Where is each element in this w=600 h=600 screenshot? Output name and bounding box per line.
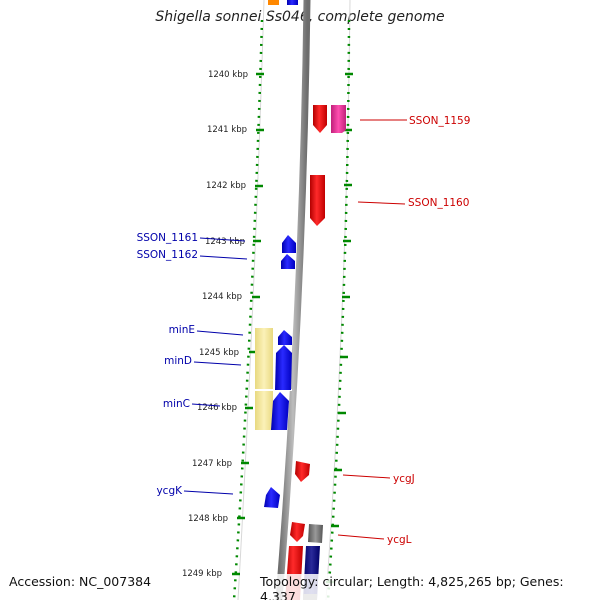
gene-ycgk-arrow: [264, 487, 280, 508]
min-locus-highlight: [255, 328, 273, 430]
track-boundary-right: [325, 0, 351, 600]
gene-sson-1160-arrow: [310, 175, 325, 226]
gene-label-sson-1159[interactable]: SSON_1159: [409, 115, 470, 127]
tick-1248: 1248 kbp: [188, 514, 339, 528]
gene-label-mine[interactable]: minE: [169, 324, 195, 336]
feature-pink-block: [331, 105, 346, 133]
tick-label: 1242 kbp: [206, 181, 246, 191]
gene-label-ycgk[interactable]: ycgK: [156, 485, 183, 497]
tick-label: 1245 kbp: [199, 348, 239, 358]
gene-mind-arrow: [275, 345, 292, 390]
tick-1242: 1242 kbp: [206, 181, 352, 191]
tick-label: 1247 kbp: [192, 459, 232, 469]
gene-label-sson-1161[interactable]: SSON_1161: [137, 232, 198, 244]
gene-mine-arrow: [278, 330, 292, 345]
tick-label: 1244 kbp: [202, 292, 242, 302]
gene-label-ycgl[interactable]: ycgL: [387, 534, 412, 546]
gene-label-minc[interactable]: minC: [163, 398, 190, 410]
tick-1247: 1247 kbp: [192, 459, 342, 472]
tick-label: 1249 kbp: [182, 569, 222, 579]
ruler-right: [326, 19, 351, 600]
gene-sson-1159-arrow: [313, 105, 327, 133]
tick-1246: 1246 kbp: [197, 403, 346, 415]
gene-sson-1161-arrow: [282, 235, 296, 253]
feature-grey-block: [308, 524, 323, 543]
topology-text: Topology: circular; Length: 4,825,265 bp…: [260, 574, 600, 600]
feature-top-blue: [287, 0, 298, 5]
tick-label: 1248 kbp: [188, 514, 228, 524]
tick-label: 1240 kbp: [208, 70, 248, 80]
ruler-ticks: 1240 kbp 1241 kbp 1242 kbp 1243 kbp 1244: [182, 70, 353, 584]
gene-minc-arrow: [271, 392, 289, 430]
gene-label-mind[interactable]: minD: [164, 355, 192, 367]
accession-text: Accession: NC_007384: [9, 574, 152, 589]
gene-label-sson-1162[interactable]: SSON_1162: [137, 249, 198, 261]
gene-label-sson-1160[interactable]: SSON_1160: [408, 197, 469, 209]
forward-labels: SSON_1159 SSON_1160 ycgJ ycgL: [337, 115, 470, 546]
tick-1245: 1245 kbp: [199, 348, 348, 359]
tick-1240: 1240 kbp: [208, 70, 353, 80]
tick-label: 1241 kbp: [207, 125, 247, 135]
tick-label: 1246 kbp: [197, 403, 237, 413]
track-boundary-left: [237, 0, 265, 600]
genome-title: Shigella sonnei Ss046, complete genome: [155, 9, 445, 25]
ruler-left: [232, 19, 264, 600]
gene-label-ycgj[interactable]: ycgJ: [393, 473, 415, 485]
gene-sson-1162-arrow: [281, 254, 295, 269]
gene-ycgj-arrow: [295, 461, 310, 482]
genome-backbone: [275, 0, 311, 600]
tick-1244: 1244 kbp: [202, 292, 350, 302]
feature-top-orange: [268, 0, 279, 5]
tick-1243: 1243 kbp: [205, 237, 351, 247]
tick-label: 1243 kbp: [205, 237, 245, 247]
tick-1241: 1241 kbp: [207, 125, 352, 135]
reverse-labels: SSON_1161 SSON_1162 minE minD minC ycgK: [137, 232, 248, 497]
gene-ycgl-arrow: [290, 522, 305, 542]
